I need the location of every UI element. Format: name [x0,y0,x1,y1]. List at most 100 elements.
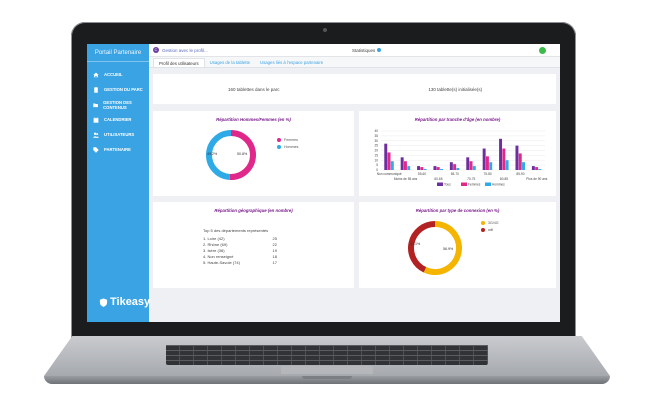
legend-dot [481,221,485,225]
tablets-count: 160 tablettes dans le parc [227,86,280,92]
bar-femmes[interactable] [387,152,391,170]
bar-tous[interactable] [466,157,470,170]
bar-femmes[interactable] [502,148,506,170]
bar-tous[interactable] [449,162,453,170]
tab-profil-utilisateurs[interactable]: Profil des utilisateurs [153,58,205,67]
sidebar-item-calendrier[interactable]: CALENDRIER [87,112,149,127]
bar-hommes[interactable] [538,169,542,170]
x-tick-label: 55-60 [418,172,426,176]
x-tick-label: 70-75 [467,177,475,181]
legend-swatch [461,182,467,186]
legend-swatch [485,182,491,186]
logo-text: Tikeasy [110,296,151,308]
users-icon [93,132,99,138]
webcam-icon [323,28,327,32]
legend-label: Tous [444,183,451,187]
bar-femmes[interactable] [403,161,407,170]
connection-donut-chart [408,221,462,275]
bar-tous[interactable] [384,143,388,170]
sidebar-item-label: GESTION DES CONTENUS [103,99,132,110]
bar-hommes[interactable] [489,162,493,170]
y-tick-label: 40 [374,129,378,133]
legend-label: Hommes [492,183,505,187]
bar-hommes[interactable] [390,161,394,170]
sidebar-item-label: PARTENAIRE [104,147,131,152]
legend-label: 3G/4G [488,221,499,225]
department-value: 19 [272,248,277,253]
legend-label: Hommes [284,145,299,149]
donut-slice-femmes[interactable] [229,130,256,180]
sidebar-item-gestion-contenus[interactable]: GESTION DES CONTENUS [87,97,149,112]
y-tick-label: 30 [374,139,378,143]
legend-label: Femmes [284,138,298,142]
bar-femmes[interactable] [518,153,522,170]
bar-femmes[interactable] [535,167,539,170]
tikeasy-logo: Tikeasy [99,296,150,308]
y-tick-label: 10 [374,158,378,162]
sidebar-item-label: CALENDRIER [104,117,132,122]
gender-card-title: Répartition Hommes/Femmes (en %) [216,117,291,122]
sidebar: Portail Partenaire ACCUEIL GESTION DU PA… [87,44,150,322]
bar-hommes[interactable] [522,162,525,170]
sidebar-item-label: GESTION DU PARC [104,87,143,92]
sidebar-item-utilisateurs[interactable]: UTILISATEURS [87,127,149,142]
bar-tous[interactable] [499,138,503,170]
profile-badge[interactable]: C [153,47,159,53]
legend-item-hommes[interactable]: Hommes [277,145,298,149]
sidebar-item-partenaire[interactable]: PARTENAIRE [87,142,149,157]
geo-card-title: Répartition géographique (en nombre) [214,208,293,213]
department-name: 1. Loire (42) [203,236,225,241]
laptop-base [44,336,610,386]
sidebar-item-label: ACCUEIL [104,72,123,77]
bar-tous[interactable] [482,148,486,170]
donut-slice-3g4g[interactable] [423,221,462,275]
bar-tous[interactable] [417,166,421,170]
legend-item-wifi[interactable]: wifi [481,228,499,232]
laptop-front-edge [44,376,610,384]
bar-tous[interactable] [531,166,535,170]
legend-item-3g4g[interactable]: 3G/4G [481,221,499,225]
geo-card: Répartition géographique (en nombre) Top… [153,202,354,288]
power-icon[interactable] [539,47,546,54]
legend-item-femmes[interactable]: Femmes [277,138,298,142]
info-icon[interactable] [377,48,381,52]
bar-femmes[interactable] [469,161,473,170]
tab-bar: Profil des utilisateurs Usages de la tab… [149,57,560,68]
bar-femmes[interactable] [436,167,440,170]
sidebar-item-label: UTILISATEURS [104,132,135,137]
donut-slice-hommes[interactable] [206,130,232,180]
bar-tous[interactable] [433,166,437,170]
age-card-title: Répartition par tranche d'âge (en nombre… [414,117,501,122]
x-tick-label: 80-85 [500,177,508,181]
list-item: 5. Haute-Savoie (74) 17 [203,260,277,266]
gender-card: Répartition Hommes/Femmes (en %) 49.2% 5… [153,111,354,196]
x-tick-label: Non communiqué [377,172,402,176]
bar-hommes[interactable] [440,169,443,170]
connection-card-title: Répartition par type de connexion (en %) [415,208,500,213]
bar-femmes[interactable] [453,164,457,170]
bar-femmes[interactable] [420,167,424,170]
bar-hommes[interactable] [407,166,411,170]
bar-hommes[interactable] [423,169,427,170]
profile-link[interactable]: Gestion avec le profil... [162,47,208,53]
gender-right-pct: 50.8% [237,152,248,156]
bar-femmes[interactable] [485,156,489,170]
tab-usages-espace-partenaire[interactable]: Usages liés à l'espace partenaire [260,60,324,65]
bar-tous[interactable] [400,157,404,170]
tab-usages-tablette[interactable]: Usages de la tablette [209,60,251,65]
y-tick-label: 0 [376,168,378,172]
sidebar-item-gestion-parc[interactable]: GESTION DU PARC [87,82,149,97]
gender-donut-chart [206,130,256,180]
bar-hommes[interactable] [472,166,476,170]
donut-slice-wifi[interactable] [408,221,436,273]
bar-tous[interactable] [515,145,519,170]
connection-card: Répartition par type de connexion (en %)… [359,202,556,288]
sidebar-item-accueil[interactable]: ACCUEIL [87,67,149,82]
bar-hommes[interactable] [456,168,460,170]
legend-label: wifi [488,228,494,232]
bar-hommes[interactable] [505,160,509,170]
legend-dot [277,145,281,149]
x-tick-label: Moins de 55 ans [394,177,418,181]
initialised-count: 130 tablette(s) initialisée(s) [428,86,483,92]
